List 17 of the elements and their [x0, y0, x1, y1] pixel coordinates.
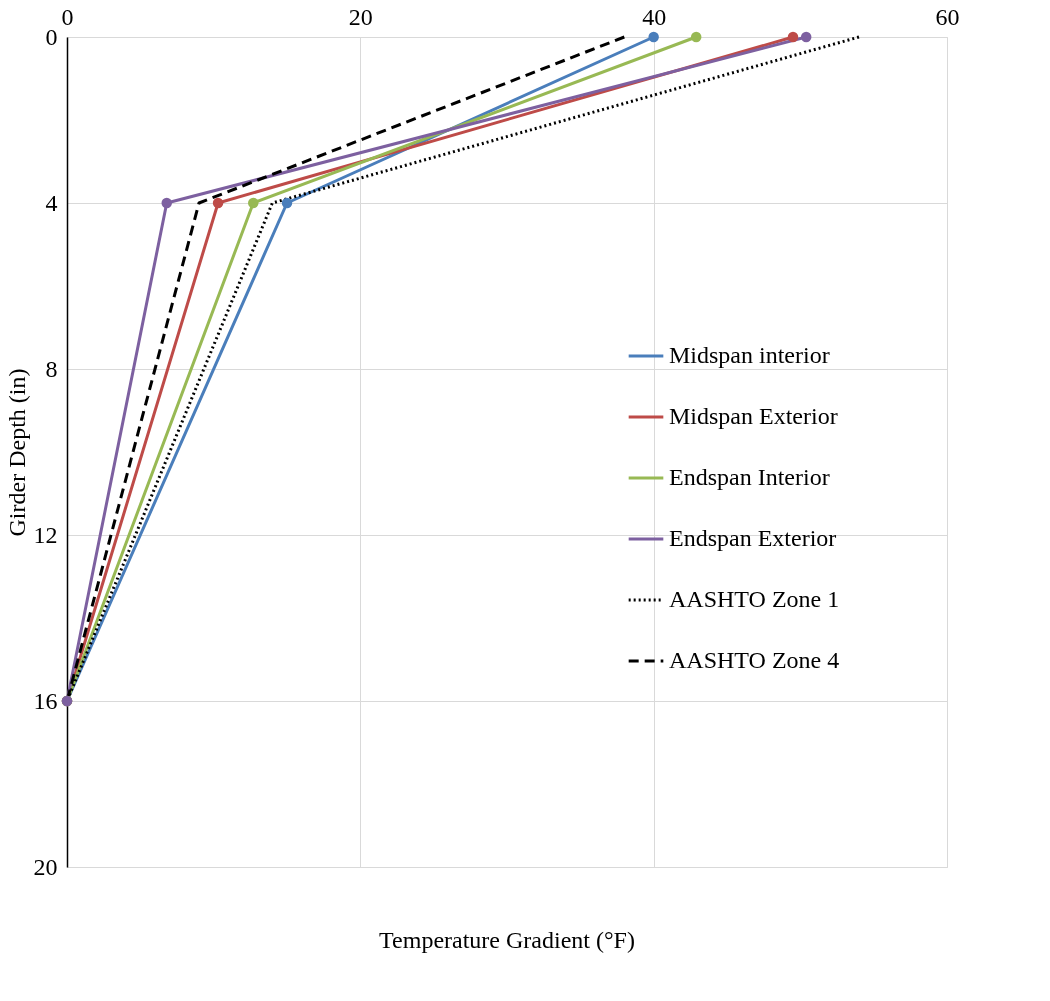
legend-label: Midspan Exterior — [669, 403, 838, 429]
y-tick-label: 16 — [33, 687, 58, 714]
y-axis-title: Girder Depth (in) — [3, 368, 30, 537]
y-tick-label: 0 — [45, 23, 58, 50]
legend-label: Endspan Exterior — [669, 525, 837, 551]
x-tick-label: 60 — [935, 3, 960, 30]
legend-label: AASHTO Zone 4 — [669, 647, 840, 673]
x-tick-label: 40 — [642, 3, 667, 30]
y-tick-label: 8 — [45, 355, 58, 382]
y-tick-label: 20 — [33, 853, 58, 880]
legend-label: Midspan interior — [669, 342, 830, 368]
x-tick-label: 20 — [348, 3, 373, 30]
x-axis-title: Temperature Gradient (°F) — [379, 927, 635, 953]
legend-label: AASHTO Zone 1 — [669, 586, 840, 612]
legend-label: Endspan Interior — [669, 464, 830, 490]
y-tick-label: 4 — [45, 189, 58, 216]
y-tick-label: 12 — [33, 521, 58, 548]
